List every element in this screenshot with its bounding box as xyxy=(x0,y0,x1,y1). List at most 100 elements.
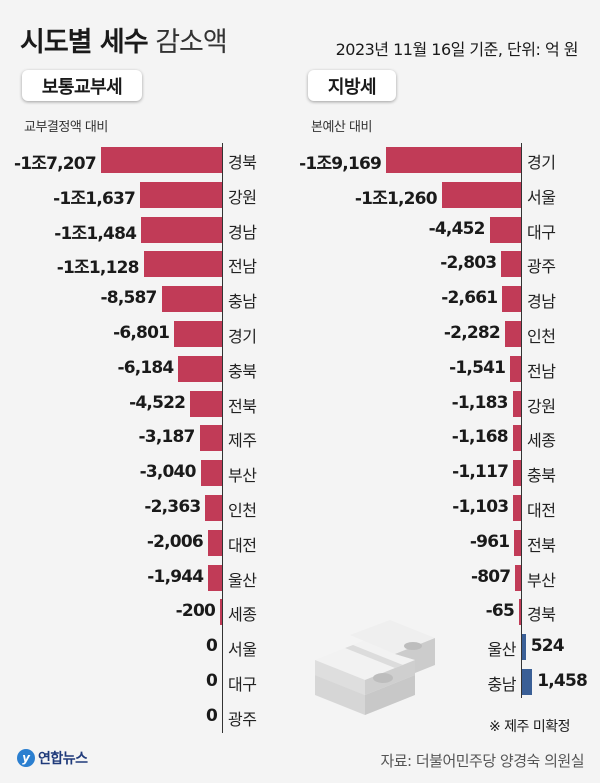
bar-row: -1조1,128 전남 xyxy=(0,247,600,282)
region-label: 충북 xyxy=(527,466,556,486)
bar-row: -1,168 세종 xyxy=(0,421,600,456)
bar xyxy=(174,321,222,347)
title-light: 감소액 xyxy=(155,27,228,58)
bar xyxy=(512,425,521,452)
region-label: 대전 xyxy=(527,501,556,520)
bar-value: 0 xyxy=(205,705,218,726)
bar xyxy=(504,321,521,347)
bar-row: -6,184 충북 xyxy=(0,352,600,387)
bar-row: -4,522 전북 xyxy=(0,387,600,422)
bar-row: 524 울산 xyxy=(0,630,600,665)
bar xyxy=(199,425,222,452)
region-label: 경남 xyxy=(228,222,257,242)
bar-value: -1,103 xyxy=(452,497,509,517)
bar-row: -1조7,207 경북 xyxy=(0,143,600,178)
bar xyxy=(441,181,521,208)
region-label: 대전 xyxy=(228,535,257,555)
region-label: 전남 xyxy=(527,361,556,381)
bar-value: 524 xyxy=(530,636,565,657)
bar xyxy=(161,286,222,313)
region-label: 광주 xyxy=(228,709,257,729)
bar-row: -1조1,260 서울 xyxy=(0,178,600,213)
region-label: 경기 xyxy=(228,327,257,346)
region-label: 세종 xyxy=(527,431,556,451)
bar-row: 0 광주 xyxy=(0,700,600,735)
region-label: 충북 xyxy=(228,361,257,381)
bar-row: -8,587 충남 xyxy=(0,282,600,317)
region-label: 전남 xyxy=(228,257,257,277)
region-label: 경북 xyxy=(527,605,556,625)
region-label: 전북 xyxy=(228,396,257,416)
bar-value: -961 xyxy=(469,531,510,552)
bar-value: -1,541 xyxy=(449,357,506,378)
bar xyxy=(501,251,521,278)
bar-value: -4,452 xyxy=(428,218,486,239)
region-label: 서울 xyxy=(228,640,257,660)
region-label: 경기 xyxy=(527,153,556,172)
bar-value: 0 xyxy=(205,636,218,657)
bar xyxy=(178,355,222,382)
bar-row: -65 경북 xyxy=(0,595,600,630)
region-label: 대구 xyxy=(527,222,556,242)
bar xyxy=(208,564,222,591)
bar xyxy=(522,669,533,695)
bar xyxy=(100,147,222,173)
yonhap-logo: y 연합뉴스 xyxy=(17,748,88,768)
panel-label-right: 지방세 xyxy=(308,70,396,101)
region-label: 경북 xyxy=(228,153,257,172)
bar-value: -2,803 xyxy=(440,253,497,274)
bar-row: -807 부산 xyxy=(0,561,600,596)
bar-value: -2,006 xyxy=(146,531,204,552)
bar-row: -3,187 제주 xyxy=(0,421,600,456)
bar xyxy=(205,495,222,521)
yonhap-logo-text: 연합뉴스 xyxy=(38,751,88,767)
region-label: 제주 xyxy=(228,431,257,451)
bar-row: -2,282 인천 xyxy=(0,317,600,352)
bar-value: -2,661 xyxy=(441,288,498,309)
bar xyxy=(489,216,521,243)
bar-row: -2,803 광주 xyxy=(0,247,600,282)
bar-value: -200 xyxy=(175,601,216,622)
bar-value: -1조1,484 xyxy=(54,223,137,244)
bar xyxy=(515,564,521,591)
region-label: 서울 xyxy=(527,187,556,207)
bar-value: -8,587 xyxy=(100,288,158,309)
bar-value: -6,184 xyxy=(117,357,174,378)
title-bold: 시도별 세수 xyxy=(20,27,149,58)
bar-value: 0 xyxy=(205,671,218,691)
bar-row: -2,661 경남 xyxy=(0,282,600,317)
bar-row: -6,801 경기 xyxy=(0,317,600,352)
region-label: 세종 xyxy=(228,605,257,625)
bar-value: -1조7,207 xyxy=(13,154,97,174)
region-label: 울산 xyxy=(228,570,257,590)
region-label: 인천 xyxy=(527,327,556,346)
axis-left xyxy=(222,143,223,733)
source-credit: 자료: 더불어민주당 양경숙 의원실 xyxy=(380,752,584,770)
bar-value: -1조1,128 xyxy=(56,258,140,279)
bar-row: -1,944 울산 xyxy=(0,561,600,596)
bar-row: -2,363 인천 xyxy=(0,491,600,526)
bar xyxy=(502,286,521,313)
bar-row: 1,458 충남 xyxy=(0,665,600,700)
bar-row: -1,541 전남 xyxy=(0,352,600,387)
bar xyxy=(207,529,222,556)
region-label: 경남 xyxy=(527,292,556,312)
region-label: 부산 xyxy=(527,570,556,590)
panel-label-left: 보통교부세 xyxy=(22,70,142,101)
bar xyxy=(513,495,521,521)
region-label: 전북 xyxy=(527,535,556,555)
bar-row: -4,452 대구 xyxy=(0,213,600,248)
region-label: 인천 xyxy=(228,501,257,520)
bar-row: -2,006 대전 xyxy=(0,526,600,561)
bar-value: -1조1,637 xyxy=(53,188,136,209)
region-label: 충남 xyxy=(228,292,257,312)
region-label: 충남 xyxy=(487,675,517,694)
bar-value: -807 xyxy=(470,566,511,587)
bar-row: -1조1,484 경남 xyxy=(0,213,600,248)
bar xyxy=(190,390,222,417)
bar xyxy=(513,460,521,487)
bar-value: -6,801 xyxy=(113,323,170,343)
bar-row: -961 전북 xyxy=(0,526,600,561)
bar-row: -1조1,637 강원 xyxy=(0,178,600,213)
bar-row: 0 대구 xyxy=(0,665,600,700)
